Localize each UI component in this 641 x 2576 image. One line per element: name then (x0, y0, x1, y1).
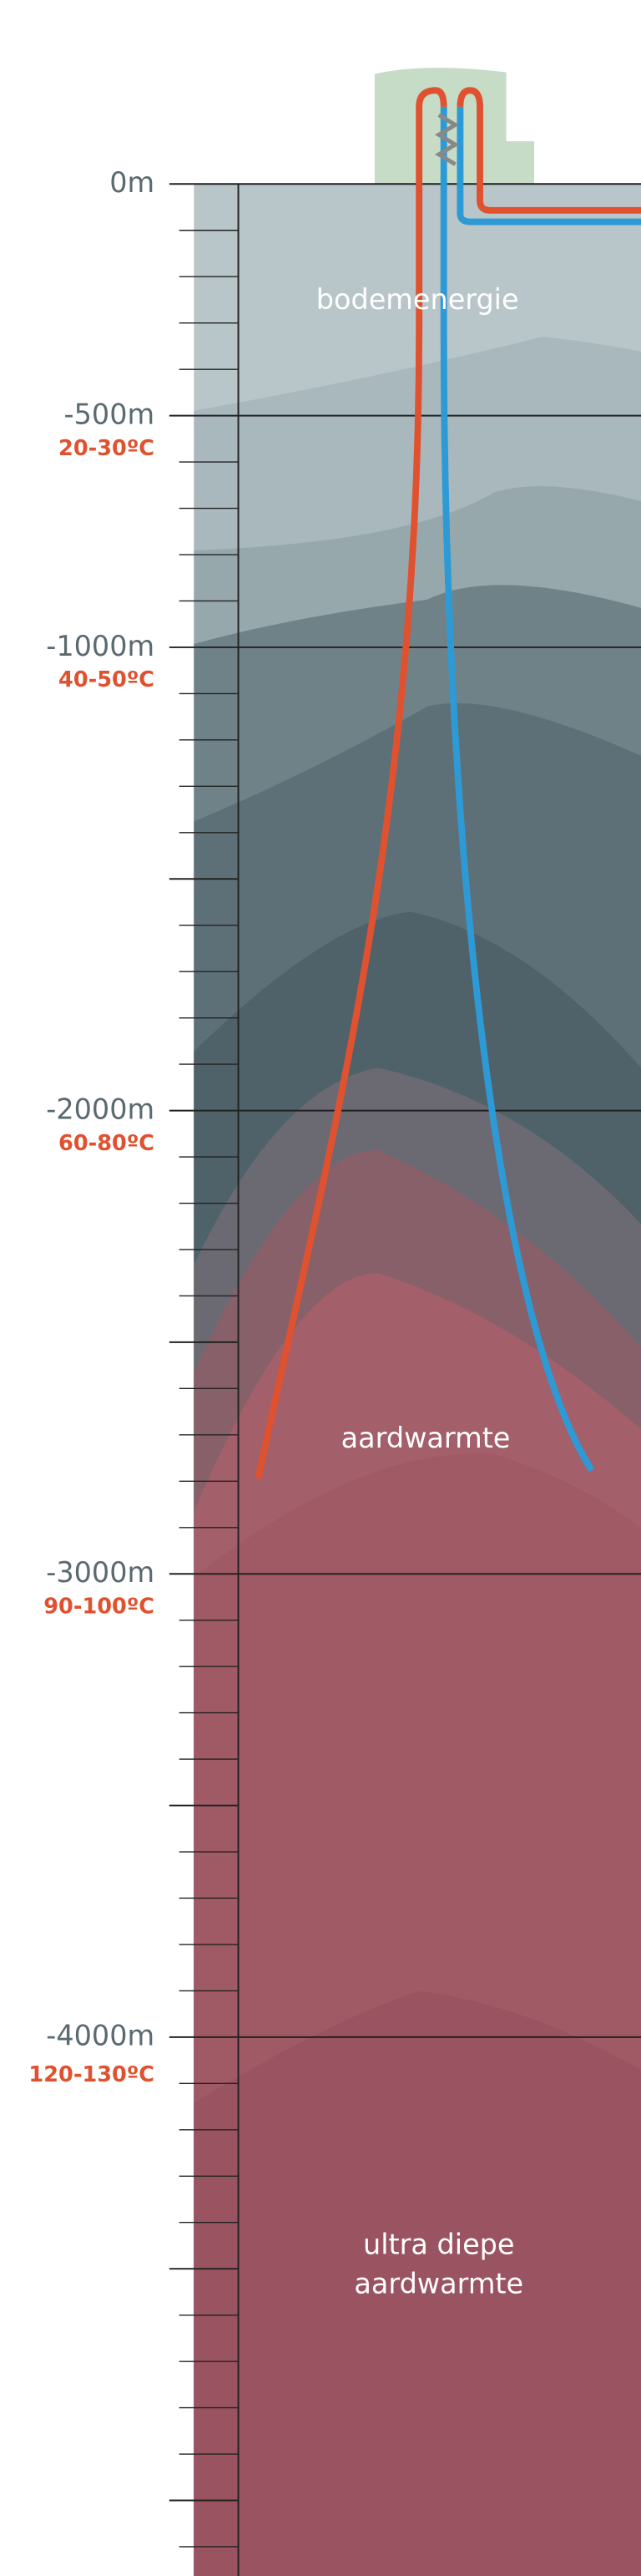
depth-label: -3000m (46, 1556, 154, 1589)
zone-label: aardwarmte (341, 1422, 511, 1454)
depth-label: 0m (109, 166, 154, 199)
strata (194, 184, 641, 2576)
heat-exchanger (435, 113, 460, 166)
zone-label: ultra diepe (363, 2229, 514, 2261)
pipe-cold (440, 106, 595, 1473)
temperature-label: 20-30ºC (58, 436, 154, 461)
pipe-cold (457, 106, 641, 226)
depth-label: -2000m (46, 1093, 154, 1125)
zone-label: bodemenergie (316, 283, 519, 316)
pipe-hot (255, 87, 447, 1479)
scale (169, 183, 641, 2576)
temperature-label: 90-100ºC (43, 1594, 154, 1619)
temperature-label: 60-80ºC (58, 1131, 154, 1156)
pipe-hot (457, 87, 641, 214)
depth-label: -500m (64, 398, 155, 430)
layer (194, 1990, 641, 2576)
zone-label: aardwarmte (354, 2268, 523, 2300)
depth-label: -1000m (46, 630, 154, 662)
depth-label: -4000m (46, 2020, 154, 2052)
temperature-label: 120-130ºC (28, 2062, 154, 2087)
temperature-label: 40-50ºC (58, 667, 154, 692)
